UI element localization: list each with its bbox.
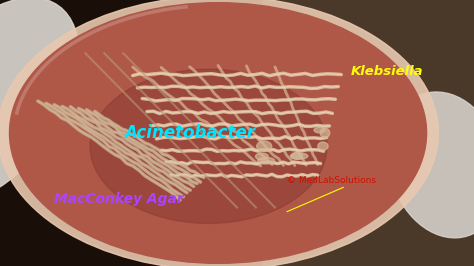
Ellipse shape [320, 128, 330, 138]
Ellipse shape [256, 141, 272, 151]
Ellipse shape [255, 153, 268, 160]
Ellipse shape [314, 127, 325, 133]
Ellipse shape [318, 142, 328, 150]
Ellipse shape [0, 0, 438, 266]
Ellipse shape [9, 3, 427, 263]
Ellipse shape [258, 157, 274, 164]
Ellipse shape [0, 0, 79, 205]
Ellipse shape [90, 69, 327, 223]
Bar [0, 0, 261, 266]
Ellipse shape [292, 152, 302, 159]
Text: Klebsiella: Klebsiella [351, 65, 423, 78]
Ellipse shape [291, 153, 308, 159]
Bar [261, 0, 474, 266]
Text: © MedLabSolutions: © MedLabSolutions [287, 176, 376, 185]
Text: MacConkey Agar: MacConkey Agar [54, 193, 183, 206]
Ellipse shape [388, 92, 474, 238]
Text: Acinetobacter: Acinetobacter [124, 124, 255, 142]
